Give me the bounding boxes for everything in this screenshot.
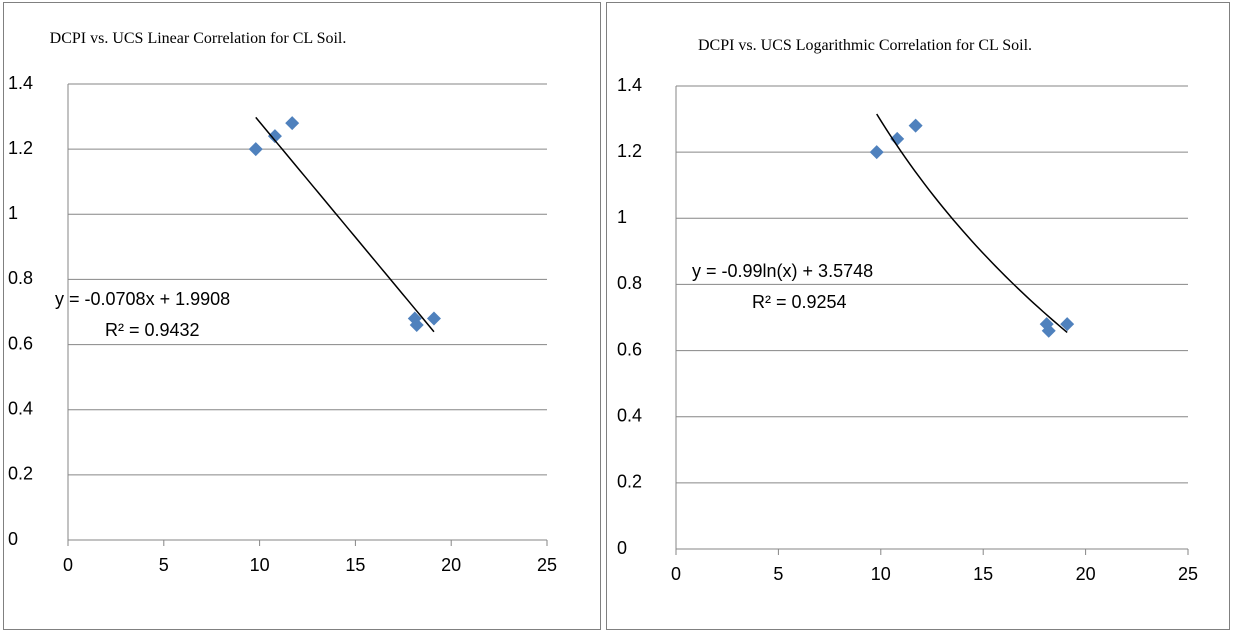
- trendline: [255, 116, 435, 333]
- y-tick-label: 1.4: [8, 73, 33, 93]
- x-tick-label: 15: [973, 564, 993, 584]
- panel-border: [606, 2, 1230, 630]
- x-tick-label: 10: [250, 555, 270, 575]
- x-tick-label: 5: [159, 555, 169, 575]
- x-tick-label: 25: [537, 555, 557, 575]
- y-tick-label: 0.4: [617, 405, 642, 425]
- panel-border: [3, 2, 601, 630]
- y-tick-label: 0.6: [617, 339, 642, 359]
- x-tick-label: 10: [871, 564, 891, 584]
- x-tick-label: 15: [345, 555, 365, 575]
- data-point: [1041, 323, 1056, 338]
- y-tick-label: 0.6: [8, 333, 33, 353]
- x-tick-label: 5: [773, 564, 783, 584]
- x-tick-label: 20: [441, 555, 461, 575]
- x-tick-label: 20: [1076, 564, 1096, 584]
- data-point: [409, 318, 424, 333]
- x-tick-label: 0: [671, 564, 681, 584]
- chart-title: DCPI vs. UCS Logarithmic Correlation for…: [697, 37, 1033, 54]
- data-point: [267, 129, 282, 144]
- x-tick-label: 0: [63, 555, 73, 575]
- data-point: [890, 131, 905, 146]
- trendline: [876, 113, 1068, 334]
- y-tick-label: 1: [8, 203, 18, 223]
- data-point: [248, 142, 263, 157]
- trendline-r-squared: R² = 0.9432: [105, 320, 200, 340]
- data-point: [285, 116, 300, 131]
- y-tick-label: 0.8: [617, 273, 642, 293]
- chart-title: DCPI vs. UCS Linear Correlation for CL S…: [49, 30, 347, 47]
- y-tick-label: 0.2: [617, 472, 642, 492]
- data-point: [1060, 317, 1075, 332]
- y-tick-label: 1.2: [617, 141, 642, 161]
- y-tick-label: 1.2: [8, 138, 33, 158]
- y-tick-label: 0.4: [8, 398, 33, 418]
- y-tick-label: 0.2: [8, 464, 33, 484]
- x-tick-label: 25: [1178, 564, 1198, 584]
- y-tick-label: 1.4: [617, 75, 642, 95]
- y-tick-label: 0.8: [8, 268, 33, 288]
- y-tick-label: 0: [8, 529, 18, 549]
- trendline-equation: y = -0.99ln(x) + 3.5748: [692, 261, 873, 281]
- y-tick-label: 0: [617, 538, 627, 558]
- data-point: [426, 311, 441, 326]
- data-point: [908, 118, 923, 133]
- data-point: [869, 145, 884, 160]
- trendline-equation: y = -0.0708x + 1.9908: [55, 289, 230, 309]
- trendline-r-squared: R² = 0.9254: [752, 292, 847, 312]
- y-tick-label: 1: [617, 207, 627, 227]
